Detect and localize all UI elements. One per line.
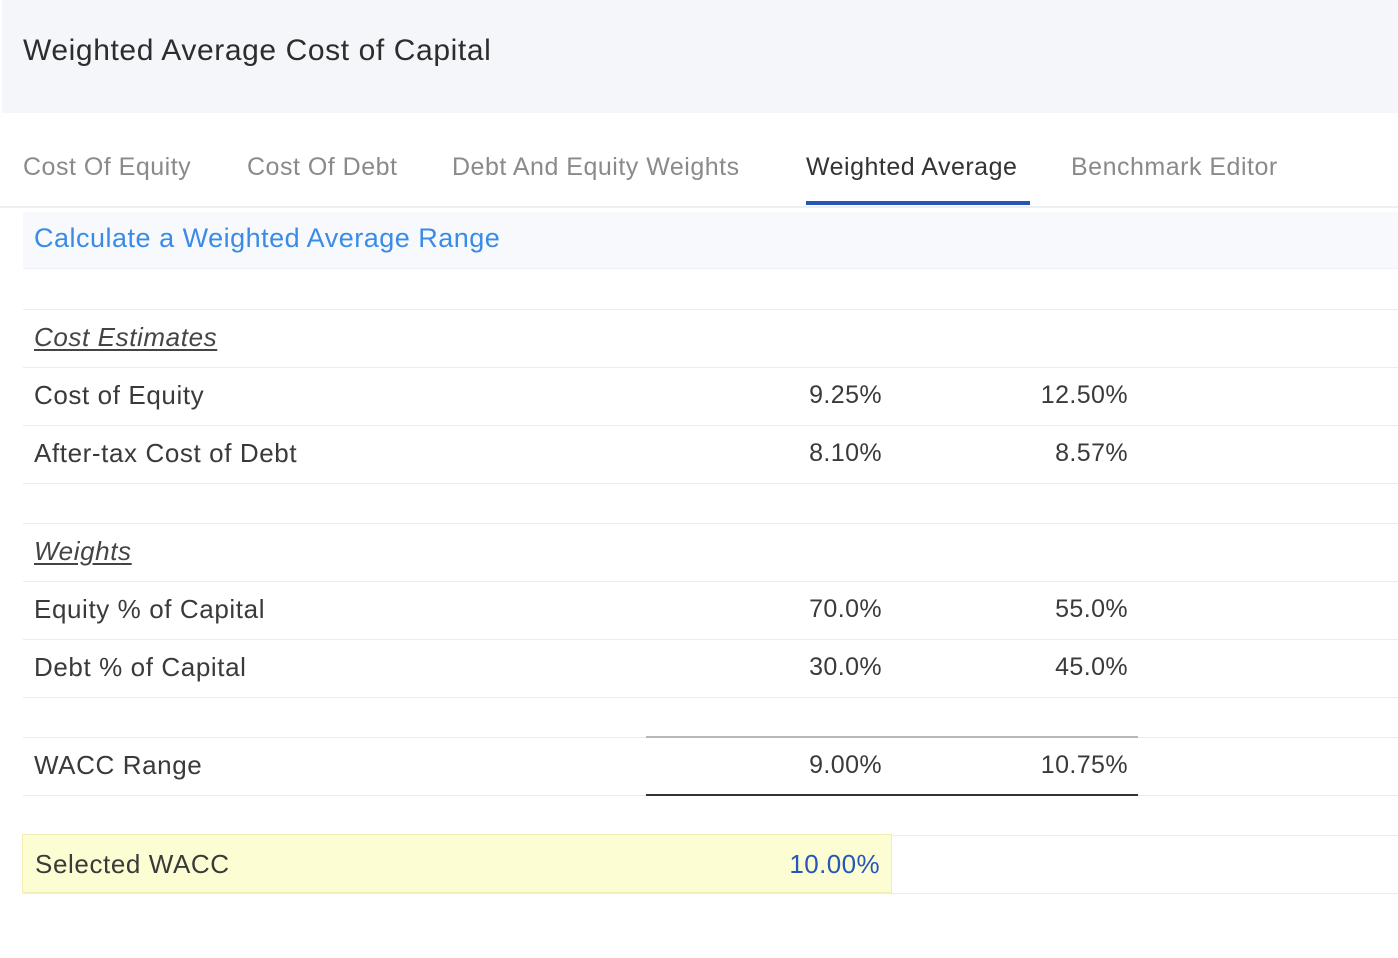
row-divider [23, 639, 1398, 640]
tab-bar: Cost Of Equity Cost Of Debt Debt And Equ… [0, 113, 1398, 208]
selected-wacc-row: Selected WACC 10.00% [22, 834, 892, 893]
after-tax-cost-of-debt-label: After-tax Cost of Debt [34, 438, 298, 468]
wacc-range-high: 10.75% [1040, 751, 1128, 779]
section-header: Calculate a Weighted Average Range [23, 212, 1398, 269]
row-divider [23, 483, 1398, 484]
total-top-rule [646, 736, 1138, 738]
row-divider [23, 523, 1398, 524]
row-divider [23, 581, 1398, 582]
row-divider [23, 309, 1398, 310]
cost-estimates-heading: Cost Estimates [34, 322, 218, 352]
selected-wacc-label: Selected WACC [35, 849, 230, 879]
debt-pct-low: 30.0% [809, 653, 882, 681]
wacc-range-low: 9.00% [809, 751, 882, 779]
page-title: Weighted Average Cost of Capital [23, 34, 492, 67]
debt-pct-label: Debt % of Capital [34, 652, 247, 682]
section-title: Calculate a Weighted Average Range [34, 223, 501, 253]
row-divider [23, 893, 1398, 894]
cost-of-equity-high: 12.50% [1040, 381, 1128, 409]
tab-weighted-average[interactable]: Weighted Average [806, 153, 1018, 181]
tab-cost-of-debt[interactable]: Cost Of Debt [247, 153, 398, 181]
row-divider [23, 425, 1398, 426]
total-bottom-rule [646, 794, 1138, 796]
equity-pct-high: 55.0% [1055, 595, 1128, 623]
selected-wacc-value[interactable]: 10.00% [789, 849, 880, 879]
weights-heading: Weights [34, 536, 132, 566]
cost-of-equity-label: Cost of Equity [34, 380, 205, 410]
tab-benchmark-editor[interactable]: Benchmark Editor [1071, 153, 1278, 181]
cost-of-equity-low: 9.25% [809, 381, 882, 409]
active-tab-indicator [806, 201, 1030, 205]
after-tax-cost-of-debt-high: 8.57% [1055, 439, 1128, 467]
row-divider [23, 697, 1398, 698]
debt-pct-high: 45.0% [1055, 653, 1128, 681]
equity-pct-low: 70.0% [809, 595, 882, 623]
equity-pct-label: Equity % of Capital [34, 594, 266, 624]
tab-debt-and-equity-weights[interactable]: Debt And Equity Weights [452, 153, 740, 181]
page-header: Weighted Average Cost of Capital [2, 0, 1398, 113]
row-divider [23, 367, 1398, 368]
wacc-range-label: WACC Range [34, 750, 203, 780]
tab-cost-of-equity[interactable]: Cost Of Equity [23, 153, 192, 181]
after-tax-cost-of-debt-low: 8.10% [809, 439, 882, 467]
